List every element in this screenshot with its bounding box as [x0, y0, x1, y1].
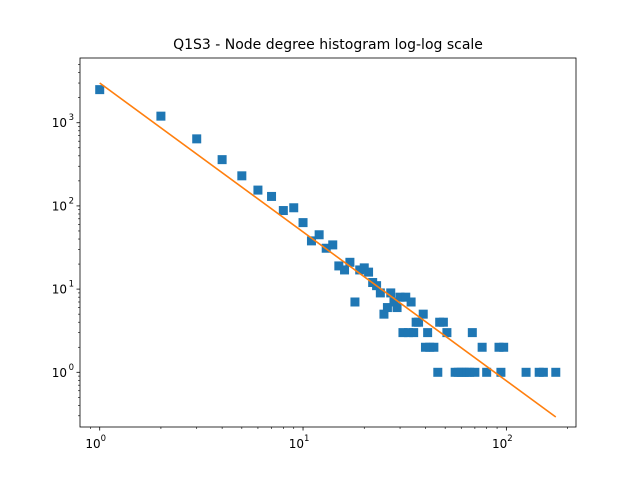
- data-point-marker: [414, 317, 424, 327]
- data-point-marker: [409, 328, 419, 338]
- data-point-marker: [433, 367, 443, 377]
- data-point-marker: [350, 297, 360, 307]
- data-point-marker: [328, 240, 338, 250]
- chart-title: Q1S3 - Node degree histogram log-log sca…: [173, 37, 483, 53]
- data-point-marker: [401, 292, 411, 302]
- data-point-marker: [355, 265, 365, 275]
- data-point-marker: [406, 297, 416, 307]
- data-point-marker: [306, 236, 316, 246]
- data-point-marker: [289, 203, 299, 213]
- fit-line: [99, 82, 557, 418]
- data-point-marker: [551, 367, 561, 377]
- plot-frame: [79, 57, 577, 428]
- data-point-marker: [267, 191, 277, 201]
- data-point-marker: [465, 367, 475, 377]
- data-point-marker: [382, 303, 392, 313]
- data-point-marker: [156, 111, 166, 121]
- data-point-marker: [470, 367, 480, 377]
- data-point-marker: [237, 171, 247, 181]
- data-point-marker: [364, 267, 374, 277]
- data-point-marker: [217, 155, 227, 165]
- data-point-marker: [398, 328, 408, 338]
- data-point-marker: [418, 309, 428, 319]
- data-point-marker: [429, 342, 439, 352]
- data-point-marker: [334, 261, 344, 271]
- data-point-marker: [375, 288, 385, 298]
- data-point-marker: [521, 367, 531, 377]
- data-point-marker: [438, 317, 448, 327]
- data-point-marker: [392, 303, 402, 313]
- data-point-marker: [538, 367, 548, 377]
- data-point-marker: [314, 230, 324, 240]
- data-point-marker: [345, 257, 355, 267]
- data-point-marker: [253, 185, 263, 195]
- data-point-marker: [395, 292, 405, 302]
- data-point-marker: [499, 342, 509, 352]
- data-point-marker: [496, 367, 506, 377]
- data-point-marker: [477, 342, 487, 352]
- data-point-marker: [278, 206, 288, 216]
- plot-area: [95, 82, 561, 418]
- data-point-marker: [298, 218, 308, 228]
- data-point-marker: [494, 342, 504, 352]
- data-point-marker: [340, 265, 350, 275]
- data-point-marker: [95, 85, 105, 95]
- data-point-marker: [386, 288, 396, 298]
- data-point-marker: [423, 328, 433, 338]
- data-point-marker: [467, 328, 477, 338]
- data-point-marker: [442, 328, 452, 338]
- data-point-marker: [389, 297, 399, 307]
- data-point-marker: [482, 367, 492, 377]
- data-point-marker: [379, 309, 389, 319]
- data-point-marker: [403, 328, 413, 338]
- data-point-marker: [192, 134, 202, 144]
